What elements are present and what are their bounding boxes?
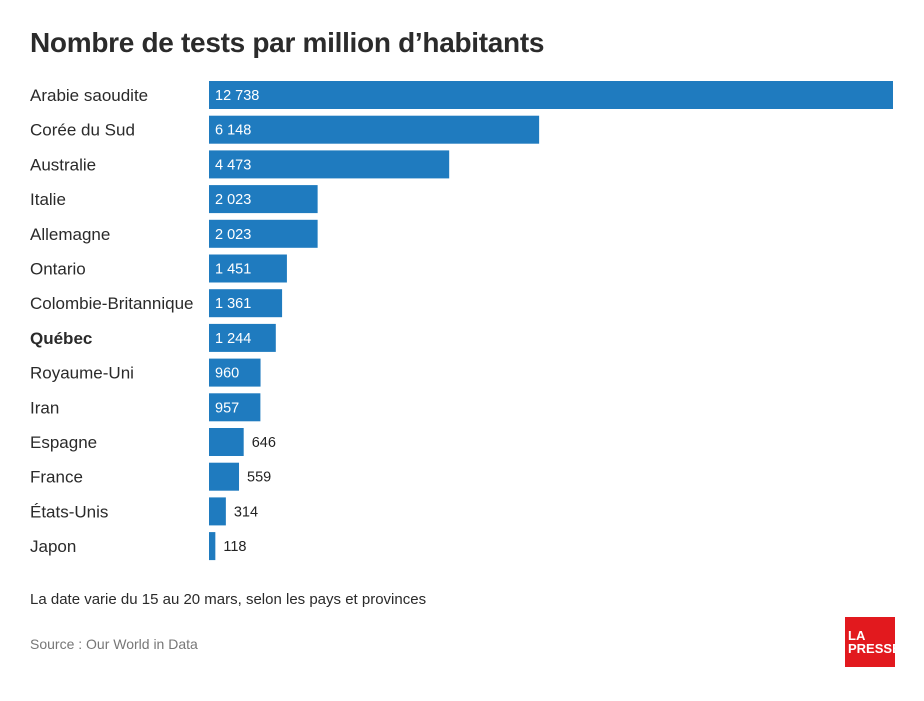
logo-line-1: LA <box>848 628 866 643</box>
category-label-quebec: Québec <box>30 329 92 348</box>
category-label-etats-unis: États-Unis <box>30 502 108 521</box>
value-label-iran: 957 <box>215 400 239 416</box>
category-label-italie: Italie <box>30 190 66 209</box>
logo-line-2: PRESSE <box>848 641 901 656</box>
value-label-quebec: 1 244 <box>215 331 251 347</box>
category-label-royaume-uni: Royaume-Uni <box>30 364 134 383</box>
category-label-france: France <box>30 468 83 487</box>
chart-note: La date varie du 15 au 20 mars, selon le… <box>30 591 427 608</box>
chart-title: Nombre de tests par million d’habitants <box>30 27 545 58</box>
category-label-allemagne: Allemagne <box>30 225 110 244</box>
value-label-allemagne: 2 023 <box>215 227 251 243</box>
bar-ontario <box>209 254 287 283</box>
category-label-coree-du-sud: Corée du Sud <box>30 121 135 140</box>
value-label-ontario: 1 451 <box>215 262 251 278</box>
category-label-japon: Japon <box>30 537 76 556</box>
bar-etats-unis <box>209 497 226 526</box>
category-label-colombie-britannique: Colombie-Britannique <box>30 294 193 313</box>
value-label-coree-du-sud: 6 148 <box>215 123 251 139</box>
category-label-iran: Iran <box>30 398 59 417</box>
value-label-colombie-britannique: 1 361 <box>215 296 251 312</box>
bar-allemagne <box>209 219 318 248</box>
bar-france <box>209 462 240 491</box>
chart-source: Source : Our World in Data <box>30 636 198 652</box>
value-label-australie: 4 473 <box>215 157 251 173</box>
bar-chart: Arabie saoudite 12 738 Corée du Sud 6 148 Au… <box>30 81 893 561</box>
bar-australie <box>209 150 450 179</box>
bar-italie <box>209 185 318 214</box>
category-label-arabie-saoudite: Arabie saoudite <box>30 86 148 105</box>
bar-espagne <box>209 428 244 456</box>
bar-arabie-saoudite <box>209 81 893 109</box>
value-label-france: 559 <box>247 470 271 486</box>
category-label-ontario: Ontario <box>30 260 86 279</box>
value-label-italie: 2 023 <box>215 192 251 208</box>
bar-colombie-britannique <box>209 289 283 318</box>
value-label-royaume-uni: 960 <box>215 366 239 382</box>
bar-iran <box>209 393 261 422</box>
value-label-espagne: 646 <box>252 435 276 451</box>
bar-coree-du-sud <box>209 115 540 144</box>
value-label-japon: 118 <box>223 539 246 555</box>
value-label-etats-unis: 314 <box>234 504 258 520</box>
category-label-espagne: Espagne <box>30 433 97 452</box>
value-label-arabie-saoudite: 12 738 <box>215 88 259 104</box>
la-presse-logo: LA PRESSE <box>845 617 901 667</box>
bar-japon <box>209 532 216 561</box>
bar-quebec <box>209 323 276 352</box>
category-label-australie: Australie <box>30 155 96 174</box>
bar-royaume-uni <box>209 358 261 387</box>
